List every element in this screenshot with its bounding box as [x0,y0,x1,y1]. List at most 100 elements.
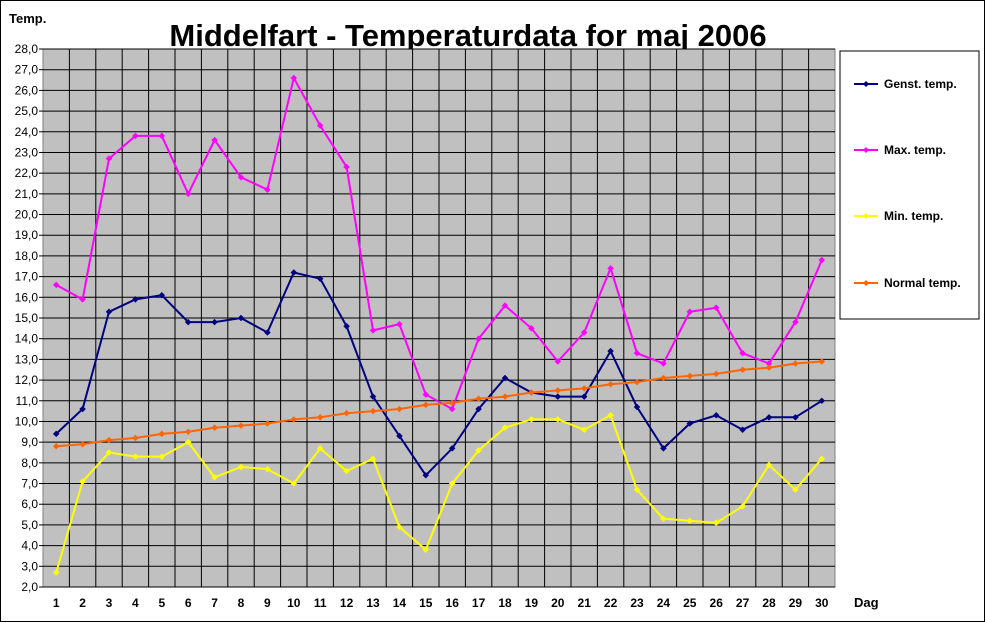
x-axis-ticks: 1 2 3 4 5 6 7 8 9 10 11 12 13 14 15 16 17 18 19 20 21 22 23 24 2… [53,596,829,610]
legend-item: Normal temp. [854,276,961,290]
data-point [132,434,139,442]
data-point [52,569,60,576]
data-point [105,436,113,444]
series-3 [52,411,826,576]
data-point [501,374,509,382]
y-tick-label: 12,0 [15,373,39,387]
series-line [55,271,823,477]
data-point [184,318,192,326]
data-point [818,256,826,264]
data-point [501,393,509,400]
data-point [422,401,430,409]
data-point [158,430,166,438]
data-point [369,407,377,415]
data-point [501,302,509,309]
data-point [237,463,245,471]
data-point [607,264,614,272]
x-tick-label: 15 [419,596,433,610]
data-point [686,308,694,316]
data-point [79,478,86,485]
data-point [290,74,298,82]
x-tick-label: 10 [287,596,301,610]
y-tick-label: 26,0 [15,83,39,97]
data-point [448,399,456,407]
data-point [528,389,535,396]
x-tick-label: 1 [53,596,60,610]
series-4 [52,358,826,450]
y-tick-label: 4,0 [21,539,38,553]
data-point [686,420,694,427]
y-tick-label: 6,0 [21,497,38,511]
legend: Genst. temp. Max. temp. Min. temp. Normal t… [854,77,961,290]
data-point [765,364,773,372]
y-tick-label: 19,0 [15,228,39,242]
data-point [211,318,218,326]
x-tick-label: 14 [393,596,407,610]
x-tick-label: 22 [604,596,618,610]
data-point [132,296,139,303]
x-tick-label: 25 [683,596,697,610]
x-tick-label: 13 [366,596,380,610]
y-tick-label: 16,0 [15,290,39,304]
y-tick-label: 28,0 [15,42,39,56]
y-tick-label: 11,0 [16,394,39,408]
legend-label: Normal temp. [884,276,961,290]
data-point [792,360,799,367]
y-tick-label: 23,0 [15,145,39,159]
data-point [184,438,192,446]
legend-swatch-marker [863,147,869,153]
y-tick-label: 20,0 [15,208,39,222]
data-point [343,409,350,417]
x-tick-label: 8 [238,596,245,610]
legend-swatch-marker [863,280,869,286]
data-point [396,523,403,531]
data-point [633,486,641,494]
data-point [158,453,166,460]
y-tick-label: 14,0 [15,332,39,346]
x-tick-label: 19 [525,596,539,610]
data-point [633,403,641,411]
data-point [554,358,562,365]
data-point [660,515,667,523]
data-point [580,426,588,434]
x-tick-label: 17 [472,596,486,610]
x-tick-label: 12 [340,596,354,610]
data-point [475,335,482,343]
data-point [528,324,535,332]
data-point [739,366,746,374]
y-tick-label: 8,0 [21,456,38,470]
series-2 [52,74,826,413]
x-tick-label: 23 [630,596,644,610]
series-layer [52,74,826,576]
data-point [105,449,113,456]
x-tick-label: 24 [657,596,671,610]
data-point [264,186,271,194]
y-tick-label: 21,0 [15,187,39,201]
data-point [580,385,588,392]
y-tick-label: 25,0 [15,104,39,118]
series-line [56,360,822,448]
data-point [818,455,826,463]
data-point [528,416,535,423]
legend-label: Min. temp. [884,209,943,223]
data-point [290,480,298,487]
data-point [316,413,324,421]
data-point [607,380,614,388]
x-tick-label: 29 [789,596,803,610]
data-point [448,405,456,413]
data-point [739,349,746,357]
legend-box [839,50,980,320]
data-point [422,471,430,479]
data-point [475,447,482,454]
data-point [712,370,720,378]
x-tick-label: 20 [551,596,565,610]
x-tick-label: 16 [446,596,460,610]
y-axis-ticks: 2,0 3,0 4,0 5,0 6,0 7,0 8,0 9,0 10,0 11,0 12,0 13,0… [15,42,43,594]
data-point [765,461,773,469]
data-point [52,430,60,438]
x-tick-label: 9 [264,596,271,610]
x-tick-label: 18 [498,596,512,610]
y-tick-label: 13,0 [15,352,39,366]
data-point [448,445,456,452]
data-point [396,320,403,328]
